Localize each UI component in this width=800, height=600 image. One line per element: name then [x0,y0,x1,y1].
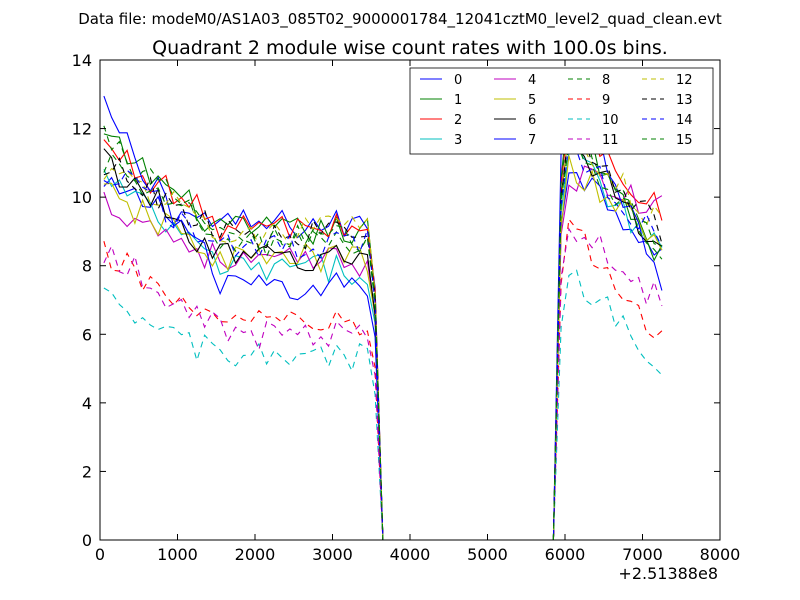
x-offset-label: +2.51388e8 [618,564,718,583]
y-tick-label: 8 [82,257,92,276]
legend-label-1: 1 [454,93,462,108]
legend-box [409,67,714,155]
legend-label-5: 5 [528,93,536,108]
x-tick-label: 1000 [157,545,198,564]
y-tick-label: 2 [82,462,92,481]
legend-label-6: 6 [528,113,536,128]
legend-label-4: 4 [528,73,536,88]
y-tick-label: 12 [72,120,92,139]
y-tick-label: 6 [82,325,92,344]
y-tick-label: 14 [72,51,92,70]
x-tick-label: 4000 [390,545,431,564]
legend-label-10: 10 [602,113,619,128]
chart-title: Quadrant 2 module wise count rates with … [152,37,668,59]
y-tick-label: 4 [82,394,92,413]
x-tick-label: 5000 [467,545,508,564]
legend-label-15: 15 [676,133,693,148]
series-line-8 [103,119,663,541]
series-line-15 [103,139,663,541]
series-line-14 [103,142,663,541]
x-tick-label: 3000 [312,545,353,564]
legend-label-8: 8 [602,73,610,88]
series-line-12 [103,123,663,541]
x-tick-label: 2000 [235,545,276,564]
legend-label-7: 7 [528,133,536,148]
y-tick-label: 0 [82,531,92,550]
legend-label-11: 11 [602,133,619,148]
figure-suptitle: Data file: modeM0/AS1A03_085T02_90000017… [78,10,722,29]
axis-ticks: 0 1000 2000 3000 4000 5000 6000 7000 80000246810… [72,51,741,564]
y-tick-label: 10 [72,188,92,207]
legend-label-12: 12 [676,73,693,88]
legend-label-2: 2 [454,113,462,128]
x-tick-label: 6000 [545,545,586,564]
series-line-1 [103,98,663,541]
series-line-0 [103,172,663,541]
legend-label-13: 13 [676,93,693,108]
series-line-13 [103,128,663,541]
legend-label-0: 0 [454,73,462,88]
series-line-10 [103,269,663,541]
legend-label-14: 14 [676,113,693,128]
legend-label-3: 3 [454,133,462,148]
x-tick-label: 0 [95,545,105,564]
series-layer [103,84,663,541]
legend-label-9: 9 [602,93,610,108]
series-line-2 [103,112,663,541]
series-line-9 [103,217,663,541]
x-tick-label: 7000 [622,545,663,564]
x-tick-label: 8000 [700,545,741,564]
